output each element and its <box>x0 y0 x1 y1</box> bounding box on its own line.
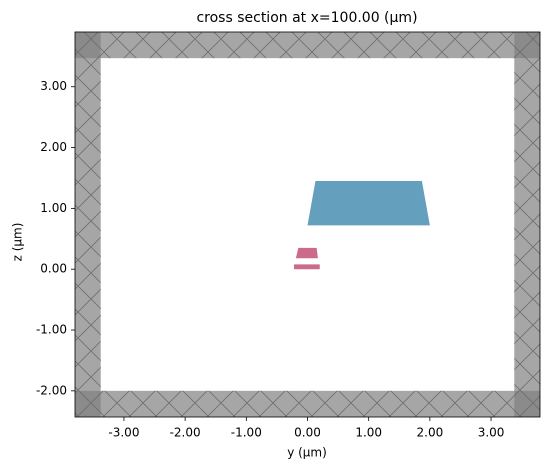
boundary-hatch <box>75 32 540 59</box>
x-axis-label: y (μm) <box>287 446 327 460</box>
chart-title: cross section at x=100.00 (μm) <box>196 10 417 26</box>
structure <box>295 247 318 259</box>
y-tick-label: -1.00 <box>36 323 67 337</box>
y-tick-label: 3.00 <box>40 79 67 93</box>
plot-area <box>75 32 540 417</box>
structure <box>307 181 430 226</box>
x-tick-label: 0.00 <box>294 426 321 440</box>
boundary-hatch <box>514 32 540 417</box>
y-tick-label: 2.00 <box>40 140 67 154</box>
boundary-hatch <box>75 32 101 417</box>
x-tick-label: 3.00 <box>478 426 505 440</box>
y-tick-label: -2.00 <box>36 383 67 397</box>
y-tick-label: 0.00 <box>40 262 67 276</box>
x-tick-label: -3.00 <box>108 426 139 440</box>
y-tick-label: 1.00 <box>40 201 67 215</box>
boundary-hatch <box>75 390 540 417</box>
x-tick-label: 2.00 <box>417 426 444 440</box>
y-axis-label: z (μm) <box>11 223 25 262</box>
x-tick-label: -2.00 <box>170 426 201 440</box>
x-tick-label: 1.00 <box>355 426 382 440</box>
structure <box>294 264 320 270</box>
axes-frame <box>74 31 541 418</box>
x-tick-label: -1.00 <box>231 426 262 440</box>
